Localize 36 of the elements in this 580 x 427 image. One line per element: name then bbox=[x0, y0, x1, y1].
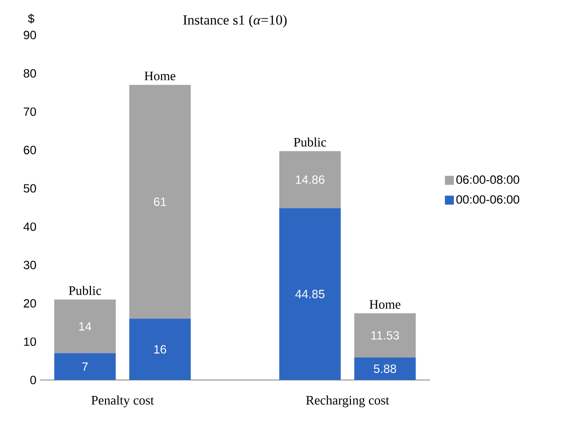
bar bbox=[279, 151, 341, 208]
data-label: 5.88 bbox=[374, 364, 396, 373]
y-axis-title: $ bbox=[28, 14, 34, 24]
y-tick-label: 80 bbox=[24, 69, 36, 78]
bar bbox=[54, 353, 116, 380]
x-tick-label: Home bbox=[370, 300, 400, 309]
bar bbox=[54, 300, 116, 354]
legend-label: 00:00-06:00 bbox=[456, 195, 520, 204]
text: Penalty cost bbox=[91, 396, 154, 408]
y-tick-label: 70 bbox=[24, 107, 36, 116]
data-label: 61 bbox=[154, 198, 166, 206]
x-tick-label: Home bbox=[144, 72, 176, 80]
y-tick-label: 60 bbox=[24, 146, 36, 154]
bar bbox=[354, 313, 416, 358]
legend-label: 06:00-08:00 bbox=[456, 175, 520, 184]
bar bbox=[354, 357, 416, 380]
text: Recharging cost bbox=[306, 396, 390, 408]
data-label: 16 bbox=[154, 345, 166, 354]
y-tick-label: 10 bbox=[24, 337, 36, 346]
data-label: 44.85 bbox=[295, 290, 324, 298]
y-tick-label: 30 bbox=[24, 260, 36, 270]
bar bbox=[129, 318, 191, 380]
data-label: 14 bbox=[79, 322, 92, 330]
chart-title: Instance s1 (α=10) bbox=[183, 14, 287, 28]
bar bbox=[279, 208, 341, 380]
data-label: 7 bbox=[82, 362, 88, 371]
x-tick-label: Public bbox=[68, 286, 102, 295]
bar bbox=[129, 84, 191, 319]
x-tick-label: Public bbox=[294, 137, 326, 147]
data-label: 11.53 bbox=[371, 331, 399, 340]
y-tick-label: 40 bbox=[23, 222, 36, 231]
y-tick-label: 90 bbox=[24, 30, 36, 40]
y-tick-label: 50 bbox=[24, 184, 36, 193]
data-label: 14.86 bbox=[296, 175, 324, 184]
y-tick-label: 20 bbox=[24, 299, 36, 308]
y-tick-label: 0 bbox=[30, 376, 36, 384]
